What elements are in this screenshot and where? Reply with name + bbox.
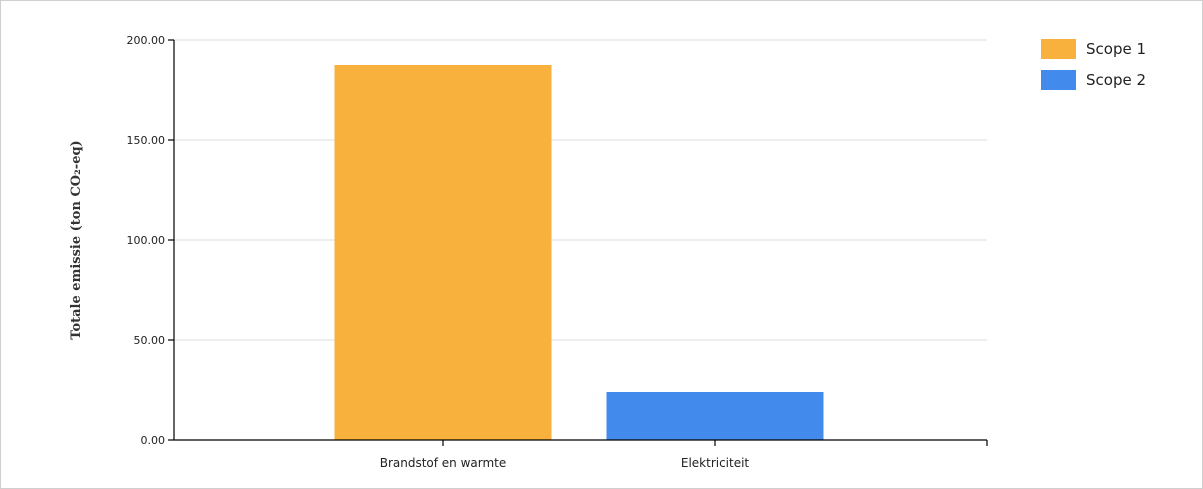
y-axis-title: Totale emissie (ton CO₂-eq) <box>69 140 84 339</box>
legend-label: Scope 1 <box>1086 40 1146 58</box>
x-tick-label: Elektriciteit <box>681 456 750 470</box>
bars <box>334 65 824 440</box>
legend: Scope 1 Scope 2 <box>1041 39 1146 90</box>
bar <box>606 392 824 440</box>
bar <box>334 65 552 440</box>
gridlines <box>174 39 987 341</box>
y-tick-label: 50.00 <box>134 334 166 347</box>
y-tick-label: 0.00 <box>141 434 166 447</box>
y-tick-label: 200.00 <box>127 34 166 47</box>
legend-label: Scope 2 <box>1086 71 1146 89</box>
legend-swatch <box>1041 39 1076 59</box>
axes <box>173 40 988 446</box>
x-ticks: Brandstof en warmte Elektriciteit <box>380 440 750 470</box>
y-ticks: 0.00 50.00 100.00 150.00 200.00 <box>127 34 174 447</box>
x-tick-label: Brandstof en warmte <box>380 456 507 470</box>
y-tick-label: 150.00 <box>127 134 166 147</box>
y-tick-label: 100.00 <box>127 234 166 247</box>
legend-swatch <box>1041 70 1076 90</box>
